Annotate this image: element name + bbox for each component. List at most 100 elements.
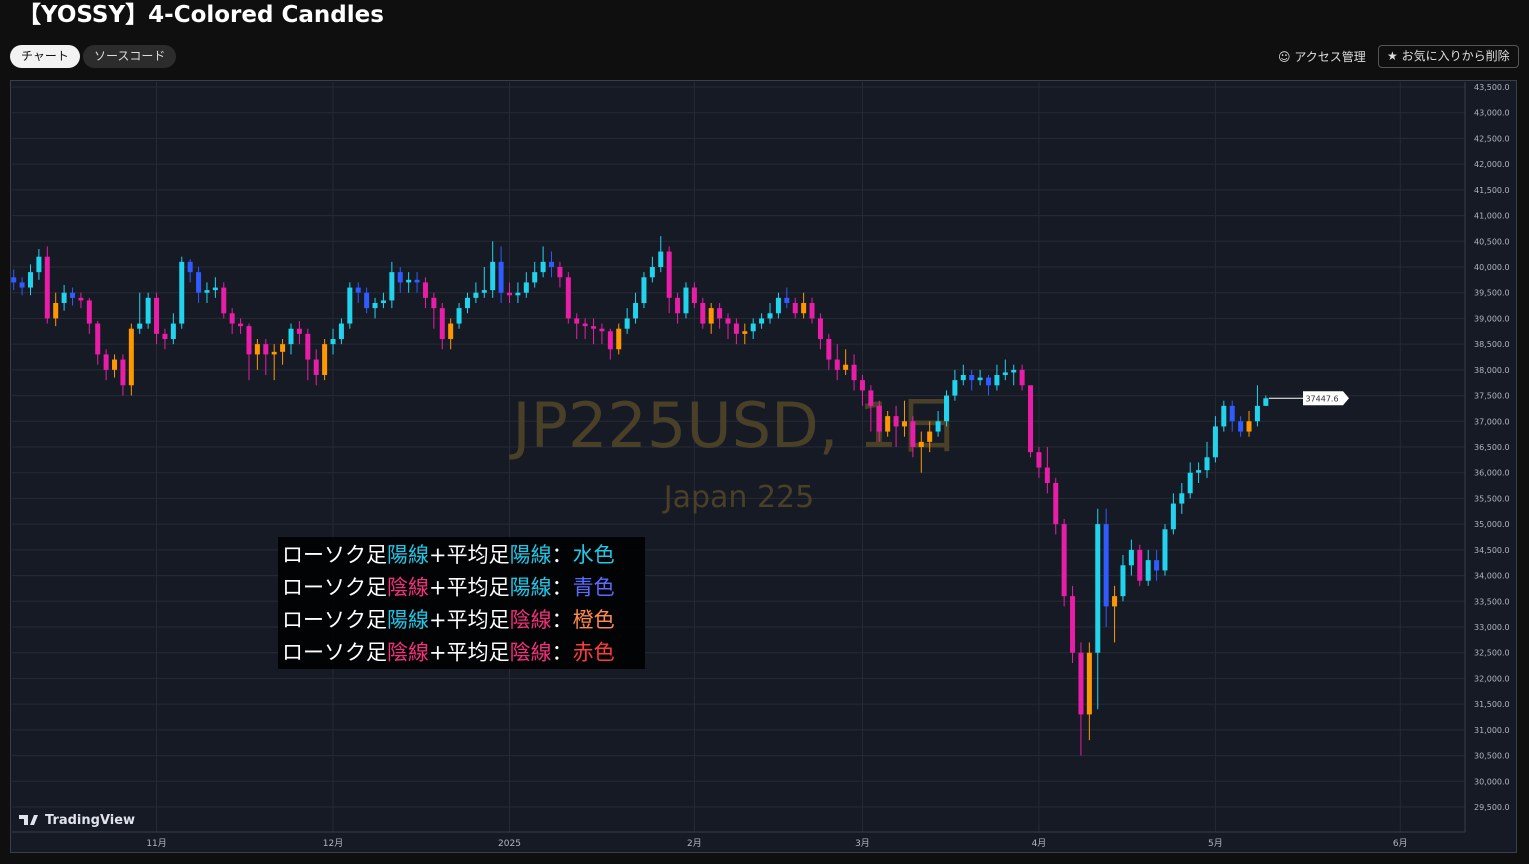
candle-body [406,279,412,283]
candle-body [221,287,227,314]
candle-body [952,380,958,396]
annotation-segment: +平均足 [429,543,510,567]
y-tick-label: 39,500.0 [1474,289,1510,298]
brand-icon [19,815,38,825]
candle-body [540,261,546,273]
candle-body [666,251,672,298]
candle-body [893,416,899,427]
annotation-segment: ローソク足 [282,576,387,600]
favorite-label: お気に入りから削除 [1401,49,1510,63]
candle-body [843,364,849,370]
x-tick-label: 12月 [323,838,343,849]
y-tick-label: 39,000.0 [1474,314,1510,323]
candle-body [431,297,437,309]
candle-body [574,318,580,324]
page-title: 【YOSSY】4-Colored Candles [18,2,384,28]
chart-frame [10,80,1517,853]
annotation-box [278,537,645,669]
y-tick-label: 31,500.0 [1474,700,1510,709]
candle-body [683,287,689,314]
candle-body [717,308,723,319]
candle-body [1044,467,1050,483]
candle-body [1002,372,1008,375]
x-tick-label: 2月 [687,838,702,849]
candle-body [1238,421,1244,432]
y-tick-label: 35,000.0 [1474,520,1510,529]
candle-body [288,328,294,345]
candle-body [481,290,487,293]
candle-body [170,323,176,339]
candle-body [1187,472,1193,494]
y-tick-label: 31,000.0 [1474,726,1510,735]
tab[interactable]: チャート [10,45,80,68]
candle-body [229,313,235,324]
candle-body [859,380,865,391]
candle-body [414,279,420,283]
y-tick-label: 43,500.0 [1474,83,1510,92]
candle-body [338,323,344,339]
candle-body [616,328,622,350]
candle-body [1112,596,1118,607]
annotation-line: ローソク足陽線+平均足陰線：橙色 [282,608,615,632]
candle-body [910,421,916,447]
candle-body [347,287,353,324]
candle-body [53,302,59,319]
annotation-segment: ： [552,641,573,665]
y-tick-label: 36,500.0 [1474,443,1510,452]
candle-body [1036,452,1042,468]
annotation-segment: 陽線 [387,543,429,567]
candle-body [817,318,823,339]
annotation-line: ローソク足陰線+平均足陽線：青色 [282,576,615,600]
candle-body [935,421,941,432]
candle-body [691,287,697,303]
candle-body [187,261,193,273]
candle-body [1053,482,1059,525]
candle-body [675,297,681,314]
annotation-segment: +平均足 [429,641,510,665]
candle-body [708,308,714,324]
y-tick-label: 34,000.0 [1474,572,1510,581]
candle-body [742,331,748,334]
y-tick-label: 40,000.0 [1474,263,1510,272]
annotation-segment: ： [552,608,573,632]
y-tick-label: 32,000.0 [1474,674,1510,683]
candle-body [1263,398,1269,406]
candle-body [86,300,92,324]
candle-body [296,328,302,334]
candle-body [759,318,765,324]
access-button[interactable]: ☺ アクセス管理 [1278,50,1366,64]
annotation-segment: 青色 [573,576,615,600]
candle-body [280,344,286,352]
candle-body [792,302,798,314]
annotation-segment: 陰線 [387,641,429,665]
annotation-segment: 陽線 [387,608,429,632]
candle-body [506,292,512,296]
candle-body [986,377,992,386]
watermark: JP225USD, 1日 [508,389,959,462]
favorite-button[interactable]: ★ お気に入りから削除 [1378,45,1519,68]
candle-body [851,364,857,381]
y-tick-label: 38,500.0 [1474,340,1510,349]
candle-body [1145,560,1151,581]
candle-body [901,421,907,427]
candle-body [1070,596,1076,653]
candle-body [641,277,647,303]
candle-body [1154,560,1160,571]
candle-body [1196,470,1202,473]
candle-body [305,333,311,360]
candle-body [969,374,975,381]
y-tick-label: 35,500.0 [1474,494,1510,503]
candle-body [355,287,361,293]
tab[interactable]: ソースコード [83,45,177,68]
candle-body [826,338,832,360]
x-tick-label: 5月 [1208,838,1223,849]
access-label: アクセス管理 [1294,50,1366,64]
candle-body [1221,405,1227,427]
candle-body [624,318,630,329]
candle-body [44,256,50,319]
annotation-segment: 陽線 [510,576,552,600]
candle-body [1095,524,1101,653]
candle-body [61,292,67,303]
